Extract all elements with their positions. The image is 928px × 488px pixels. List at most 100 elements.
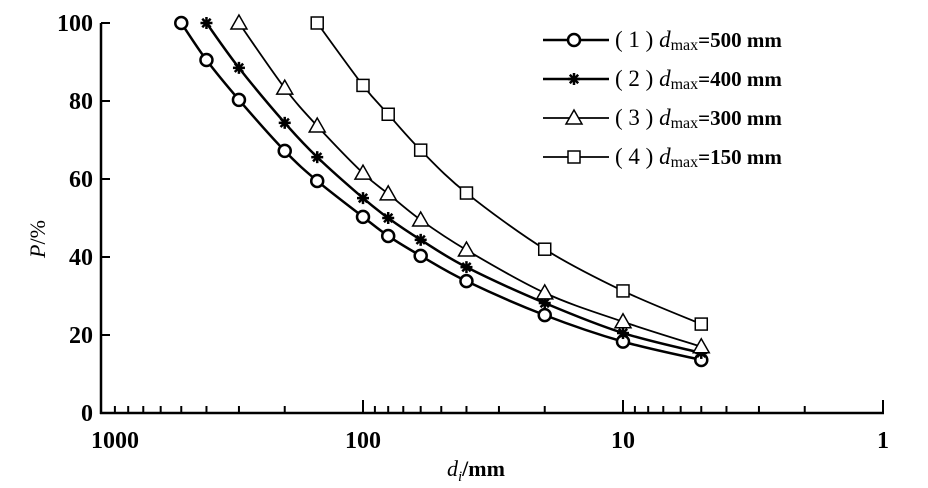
legend-value: =150 mm xyxy=(698,145,782,169)
legend-sub: max xyxy=(671,76,699,93)
y-tick-label: 20 xyxy=(69,323,93,349)
square-marker-icon xyxy=(413,143,428,157)
legend-sub: max xyxy=(671,154,699,171)
triangle-marker-icon xyxy=(229,13,249,30)
legend-value: =500 mm xyxy=(698,28,782,52)
legend-sub: max xyxy=(671,115,699,132)
data-point xyxy=(616,284,630,298)
data-point xyxy=(278,116,291,129)
star-marker-stroke xyxy=(201,17,212,29)
star-marker-stroke xyxy=(539,297,550,309)
data-point xyxy=(199,52,214,68)
data-point xyxy=(353,163,373,180)
legend-label: ( 1 ) dmax=500 mm xyxy=(615,27,782,54)
legend-label: ( 3 ) dmax=300 mm xyxy=(615,105,782,132)
x-tick-label: 10 xyxy=(611,428,635,454)
data-point xyxy=(357,192,369,205)
legend-value: =300 mm xyxy=(698,106,782,130)
data-point xyxy=(460,261,473,274)
data-point xyxy=(380,228,396,244)
square-marker-icon xyxy=(459,186,474,200)
square-marker-icon xyxy=(356,78,370,93)
data-point xyxy=(694,317,709,331)
legend: ( 1 ) dmax=500 mm( 2 ) dmax=400 mm( 3 ) … xyxy=(543,27,782,171)
series-line xyxy=(238,22,702,348)
data-point xyxy=(381,107,395,122)
data-point xyxy=(174,15,189,31)
legend-item-4: ( 4 ) dmax=150 mm xyxy=(543,144,782,171)
legend-index: ( 2 ) xyxy=(615,66,659,91)
x-tick-label: 100 xyxy=(345,428,381,454)
x-axis-label: di/mm xyxy=(447,456,505,485)
y-tick-label: 80 xyxy=(69,89,93,115)
data-point xyxy=(311,151,324,164)
data-point xyxy=(232,61,245,74)
data-point xyxy=(691,337,711,354)
circle-marker-icon xyxy=(459,273,474,289)
legend-var: d xyxy=(659,27,671,52)
legend-marker xyxy=(568,73,580,85)
x-axis-label-unit: /mm xyxy=(461,456,505,481)
square-marker-icon xyxy=(537,242,552,256)
legend-index: ( 1 ) xyxy=(615,27,659,52)
data-point xyxy=(231,92,247,108)
triangle-marker-icon xyxy=(691,337,711,354)
data-point xyxy=(457,240,476,257)
legend-item-1: ( 1 ) dmax=500 mm xyxy=(543,27,782,54)
circle-marker-icon xyxy=(277,143,292,159)
star-marker-stroke xyxy=(312,152,323,163)
star-marker-stroke xyxy=(568,73,580,85)
legend-var: d xyxy=(659,144,671,169)
circle-marker-icon xyxy=(380,228,396,244)
legend-label: ( 4 ) dmax=150 mm xyxy=(615,144,782,171)
circle-marker-icon xyxy=(231,92,247,108)
legend-var: d xyxy=(659,66,671,91)
legend-var: d xyxy=(659,105,671,130)
data-point xyxy=(535,283,555,300)
star-marker-stroke xyxy=(383,212,394,224)
triangle-marker-icon xyxy=(613,312,633,329)
legend-index: ( 3 ) xyxy=(615,105,659,130)
circle-marker-icon xyxy=(355,209,371,225)
legend-label: ( 2 ) dmax=400 mm xyxy=(615,66,782,93)
data-point xyxy=(413,248,428,264)
x-tick-label: 1000 xyxy=(91,428,139,454)
series-3 xyxy=(229,13,711,354)
legend-item-3: ( 3 ) dmax=300 mm xyxy=(543,105,782,132)
square-marker-icon xyxy=(310,16,324,30)
data-point xyxy=(617,327,629,340)
data-point xyxy=(356,78,370,93)
star-marker-stroke xyxy=(617,327,629,339)
square-marker-icon xyxy=(567,150,581,164)
star-marker-stroke xyxy=(461,262,472,273)
triangle-marker-icon xyxy=(411,210,430,227)
circle-marker-icon xyxy=(413,248,428,264)
triangle-marker-icon xyxy=(564,108,584,125)
legend-value: =400 mm xyxy=(698,67,782,91)
x-tick-label: 1 xyxy=(877,428,889,454)
legend-item-2: ( 2 ) dmax=400 mm xyxy=(543,66,782,93)
x-axis-label-sub: i xyxy=(458,469,462,485)
y-tick-label: 100 xyxy=(57,11,93,37)
series-4 xyxy=(310,16,709,331)
axes: 0 20 40 60 80 100 1000 100 10 1 xyxy=(57,11,889,454)
y-tick-label: 60 xyxy=(69,167,93,193)
data-point xyxy=(200,17,213,29)
y-tick-label: 0 xyxy=(81,401,93,427)
data-point xyxy=(537,242,552,256)
data-point xyxy=(307,116,327,133)
data-point xyxy=(277,143,292,159)
data-point xyxy=(229,13,249,30)
legend-marker xyxy=(567,150,581,164)
data-point xyxy=(414,233,427,246)
triangle-marker-icon xyxy=(378,184,398,201)
triangle-marker-icon xyxy=(307,116,327,133)
data-point xyxy=(459,186,474,200)
x-axis-label-var: d xyxy=(447,456,459,481)
triangle-marker-icon xyxy=(275,78,295,95)
data-point xyxy=(382,212,395,224)
star-marker-stroke xyxy=(233,62,245,73)
star-marker-stroke xyxy=(415,234,426,245)
data-point xyxy=(613,312,633,329)
